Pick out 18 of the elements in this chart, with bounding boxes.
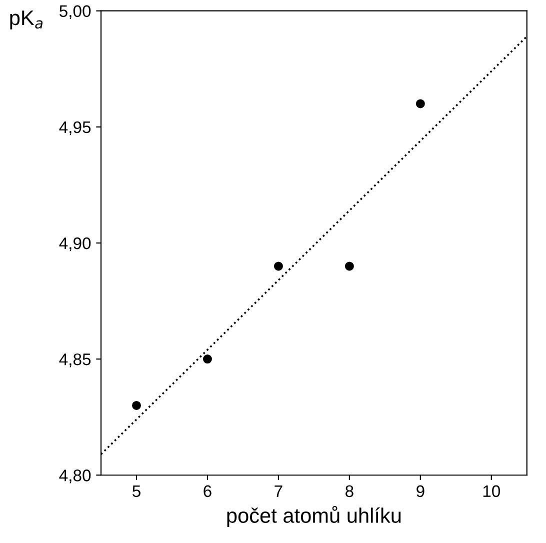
- x-tick-label: 9: [416, 485, 424, 498]
- y-tick-label: 4,85: [59, 353, 91, 368]
- y-tick-label: 4,90: [59, 237, 91, 252]
- y-tick-label: 4,95: [59, 121, 91, 136]
- x-tick-label: 8: [346, 485, 354, 498]
- x-axis-title: počet atomů uhlíku: [227, 506, 401, 528]
- x-tick-label: 6: [204, 485, 212, 498]
- point: [344, 262, 354, 271]
- y-tick-label: 4,80: [59, 470, 91, 484]
- x-tick-label: 10: [483, 485, 500, 498]
- x-tick-label: 7: [274, 485, 282, 497]
- x-tick-label: 5: [132, 485, 140, 498]
- point: [202, 354, 212, 364]
- point: [274, 262, 283, 271]
- point: [416, 99, 425, 108]
- point: [132, 400, 141, 410]
- y-axis-title: pK$_{a}$: [10, 10, 43, 30]
- y-tick-label: 5,00: [60, 5, 91, 20]
